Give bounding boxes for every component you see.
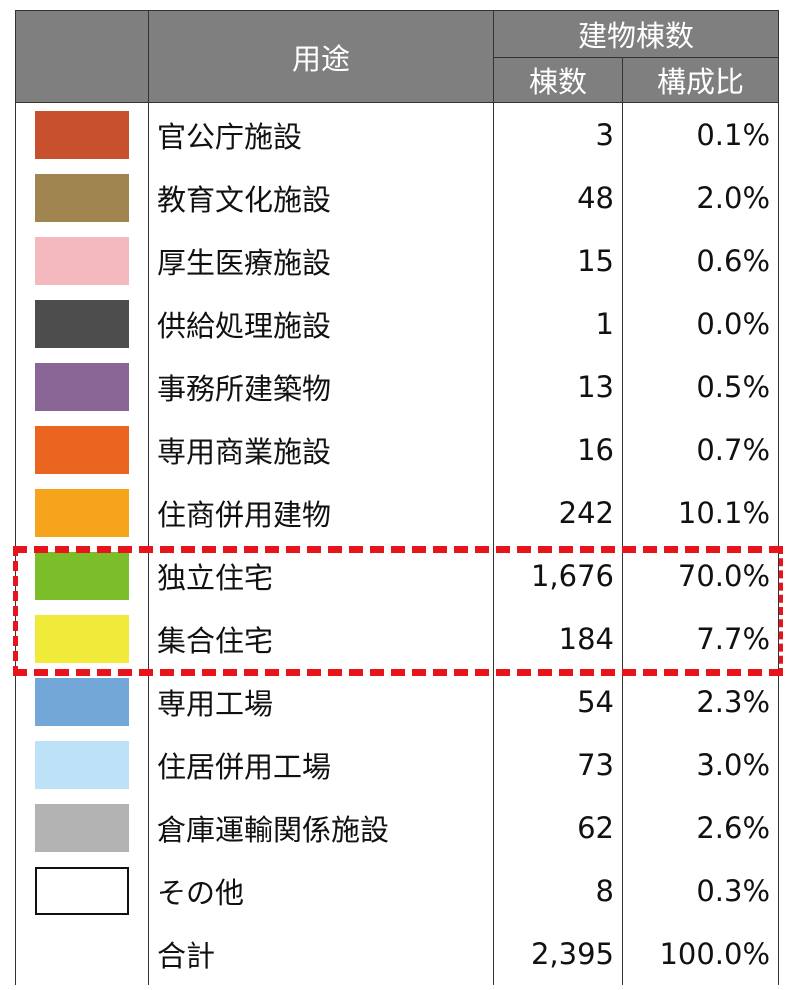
count: 54 [493, 670, 623, 733]
buildings-header: 建物棟数 [492, 10, 780, 58]
table-row: 厚生医療施設 15 0.6% [15, 229, 780, 292]
table-row: 教育文化施設 48 2.0% [15, 166, 780, 229]
color-swatch [35, 803, 129, 852]
ratio: 3.0% [621, 733, 780, 796]
use-name: 専用工場 [148, 670, 494, 733]
table-row: 住居併用工場 73 3.0% [15, 733, 780, 796]
ratio: 0.6% [621, 229, 780, 292]
color-swatch [35, 677, 129, 726]
count: 184 [493, 607, 623, 670]
count: 15 [493, 229, 623, 292]
ratio: 2.3% [621, 670, 780, 733]
swatch-cell [15, 418, 149, 481]
swatch-cell [15, 355, 149, 418]
count: 48 [493, 166, 623, 229]
use-name: 教育文化施設 [148, 166, 494, 229]
table-row: 倉庫運輸関係施設 62 2.6% [15, 796, 780, 859]
count: 1,676 [493, 544, 623, 607]
ratio: 100.0% [621, 922, 780, 985]
ratio: 0.0% [621, 292, 780, 355]
count: 13 [493, 355, 623, 418]
table-row: 官公庁施設 3 0.1% [15, 102, 780, 166]
color-swatch [35, 299, 129, 348]
table-row: 集合住宅 184 7.7% [15, 607, 780, 670]
use-name: 住商併用建物 [148, 481, 494, 544]
use-name: 合計 [148, 922, 494, 985]
count: 62 [493, 796, 623, 859]
swatch-cell [15, 102, 149, 166]
use-name: 厚生医療施設 [148, 229, 494, 292]
table-row: 合計 2,395 100.0% [15, 922, 780, 985]
ratio: 0.5% [621, 355, 780, 418]
color-swatch [35, 488, 129, 537]
swatch-cell [15, 607, 149, 670]
table-body: 官公庁施設 3 0.1% 教育文化施設 48 2.0% 厚生医療施設 15 0.6% 供給処理施設… [15, 102, 780, 985]
use-name: 供給処理施設 [148, 292, 494, 355]
count: 8 [493, 859, 623, 922]
use-name: 倉庫運輸関係施設 [148, 796, 494, 859]
color-swatch [35, 740, 129, 789]
use-name: 集合住宅 [148, 607, 494, 670]
ratio: 0.1% [621, 102, 780, 166]
use-header: 用途 [148, 10, 494, 103]
color-swatch [35, 866, 129, 915]
color-swatch [35, 614, 129, 663]
swatch-cell [15, 481, 149, 544]
swatch-cell [15, 166, 149, 229]
count: 3 [493, 102, 623, 166]
swatch-header [15, 10, 149, 103]
swatch-cell [15, 229, 149, 292]
swatch-cell [15, 292, 149, 355]
count: 2,395 [493, 922, 623, 985]
table-row: 事務所建築物 13 0.5% [15, 355, 780, 418]
use-name: その他 [148, 859, 494, 922]
ratio: 2.0% [621, 166, 780, 229]
table-row: 専用工場 54 2.3% [15, 670, 780, 733]
ratio: 7.7% [621, 607, 780, 670]
ratio: 0.7% [621, 418, 780, 481]
swatch-cell [15, 733, 149, 796]
color-swatch [35, 110, 129, 159]
ratio: 2.6% [621, 796, 780, 859]
table-row: 住商併用建物 242 10.1% [15, 481, 780, 544]
use-name: 事務所建築物 [148, 355, 494, 418]
color-swatch [35, 236, 129, 285]
ratio: 0.3% [621, 859, 780, 922]
table-row: 独立住宅 1,676 70.0% [15, 544, 780, 607]
table-row: その他 8 0.3% [15, 859, 780, 922]
count: 73 [493, 733, 623, 796]
color-swatch [35, 551, 129, 600]
use-name: 独立住宅 [148, 544, 494, 607]
swatch-cell [15, 670, 149, 733]
swatch-cell [15, 859, 149, 922]
count: 242 [493, 481, 623, 544]
count: 1 [493, 292, 623, 355]
color-swatch [35, 425, 129, 474]
use-name: 官公庁施設 [148, 102, 494, 166]
color-swatch [35, 362, 129, 411]
use-name: 専用商業施設 [148, 418, 494, 481]
table-row: 供給処理施設 1 0.0% [15, 292, 780, 355]
use-name: 住居併用工場 [148, 733, 494, 796]
swatch-cell [15, 796, 149, 859]
table-row: 専用商業施設 16 0.7% [15, 418, 780, 481]
color-swatch [35, 173, 129, 222]
count: 16 [493, 418, 623, 481]
ratio: 70.0% [621, 544, 780, 607]
usage-table: 用途 建物棟数 棟数 構成比 官公庁施設 3 0.1% 教育文化施設 48 2.0% 厚生医… [15, 10, 780, 985]
ratio: 10.1% [621, 481, 780, 544]
count-header: 棟数 [493, 57, 623, 103]
swatch-cell [15, 922, 149, 985]
swatch-cell [15, 544, 149, 607]
ratio-header: 構成比 [621, 57, 780, 103]
